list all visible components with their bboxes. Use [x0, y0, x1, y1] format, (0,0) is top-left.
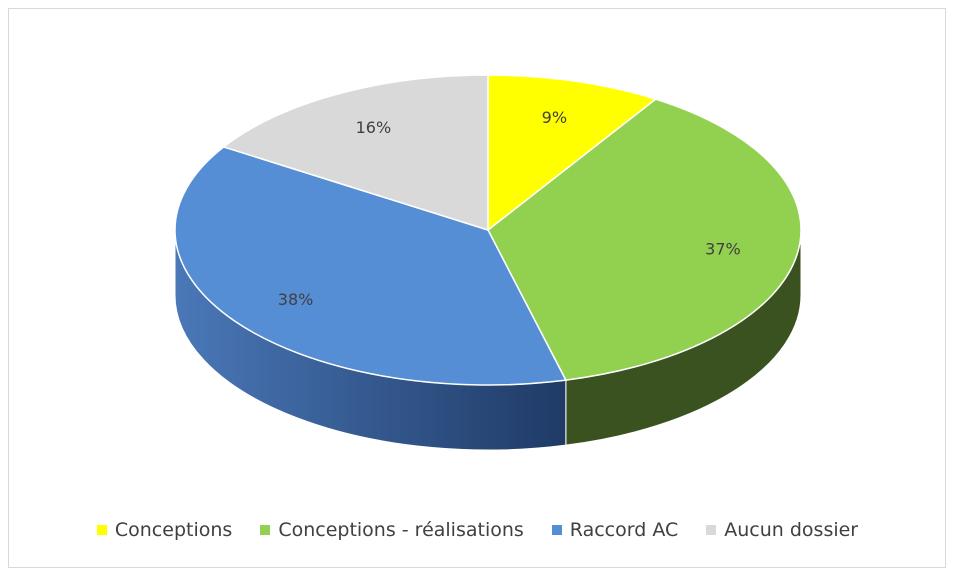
pie-slice-raccord-ac	[174, 146, 568, 386]
legend-label-raccord-ac: Raccord AC	[569, 519, 679, 541]
legend-swatch-aucun-dossier	[706, 525, 717, 535]
pie-slice-aucun-dossier	[222, 74, 489, 232]
pie-slice-conceptions	[487, 74, 658, 232]
data-label-aucun-dossier: 16%	[356, 118, 392, 137]
legend-swatch-conceptions	[96, 525, 107, 535]
pie-slice-conceptions-realisations	[487, 98, 802, 381]
legend-swatch-raccord-ac	[551, 525, 562, 535]
data-label-conceptions: 9%	[542, 108, 567, 127]
legend-item-raccord-ac: Raccord AC	[551, 519, 679, 541]
data-label-conceptions-realisations: 37%	[705, 239, 741, 258]
data-label-raccord-ac: 38%	[278, 290, 314, 309]
legend-label-aucun-dossier: Aucun dossier	[724, 519, 859, 541]
legend-item-conceptions-realisations: Conceptions - réalisations	[260, 519, 524, 541]
legend-swatch-conceptions-realisations	[260, 525, 271, 535]
legend-item-conceptions: Conceptions	[96, 519, 233, 541]
legend-label-conceptions: Conceptions	[114, 519, 233, 541]
pie-tops	[174, 74, 802, 386]
legend-label-conceptions-realisations: Conceptions - réalisations	[278, 519, 524, 541]
legend-item-aucun-dossier: Aucun dossier	[706, 519, 858, 541]
legend: Conceptions Conceptions - réalisations R…	[0, 515, 955, 545]
pie-labels: 9% 37% 38% 16%	[278, 108, 741, 309]
